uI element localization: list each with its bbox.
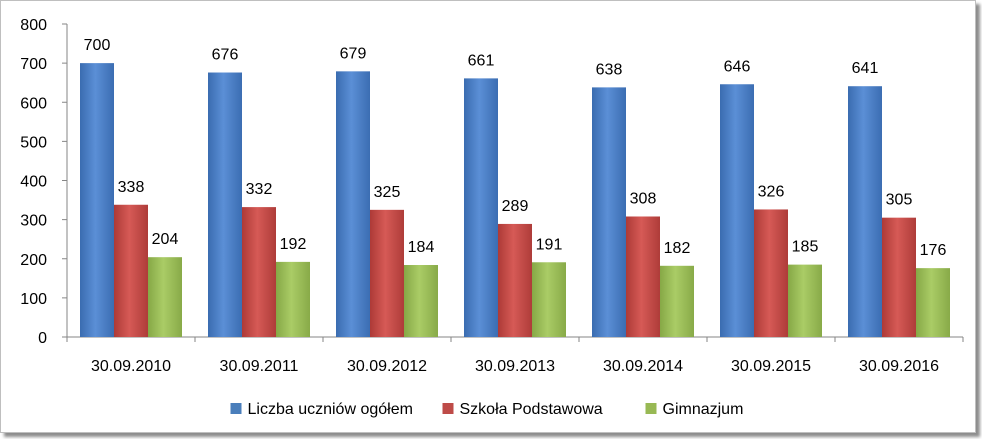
bar-value-label: 700 (84, 37, 111, 54)
y-tick-label: 800 (20, 17, 47, 34)
x-category-label: 30.09.2015 (731, 358, 811, 375)
bar-value-label: 289 (502, 198, 529, 215)
bar-value-label: 308 (630, 190, 657, 207)
bar-value-label: 191 (536, 236, 563, 253)
legend: Liczba uczniów ogółem Szkoła Podstawowa Gi… (230, 401, 744, 418)
bar-1 (592, 87, 626, 337)
bar-1 (208, 72, 242, 337)
bar-2 (498, 223, 532, 337)
x-category-label: 30.09.2016 (859, 358, 939, 375)
bar-value-label: 676 (212, 47, 239, 64)
y-tick-label: 100 (20, 291, 47, 308)
x-category-label: 30.09.2012 (347, 358, 427, 375)
x-category-label: 30.09.2011 (220, 358, 299, 375)
legend-swatch (645, 403, 657, 414)
y-tick-label: 200 (20, 252, 47, 269)
bar-3 (532, 262, 566, 337)
bar-1 (80, 63, 114, 337)
y-tick-label: 500 (20, 134, 47, 151)
legend-item: Szkoła Podstawowa (442, 401, 603, 418)
bar-value-label: 192 (280, 236, 307, 253)
bar-value-label: 184 (408, 239, 435, 256)
y-tick-label: 600 (20, 95, 47, 112)
bar-value-label: 641 (852, 60, 879, 77)
bar-value-label: 679 (340, 45, 367, 62)
bar-2 (114, 204, 148, 337)
y-tick-label: 700 (20, 56, 47, 73)
legend-label: Gimnazjum (663, 401, 744, 418)
bar-value-label: 326 (758, 183, 785, 200)
legend-item: Gimnazjum (645, 401, 744, 418)
y-tick-label: 300 (20, 213, 47, 230)
bar-1 (336, 71, 370, 337)
bar-3 (276, 261, 310, 337)
bar-3 (788, 264, 822, 337)
bars (80, 63, 950, 338)
bar-2 (882, 217, 916, 337)
bar-1 (720, 84, 754, 337)
axes: 0 100 200 300 400 500 600 700 800 30.09.2010 30.09… (20, 17, 964, 375)
legend-swatch (442, 403, 454, 414)
bar-value-label: 204 (152, 231, 179, 248)
x-category-label: 30.09.2010 (91, 358, 171, 375)
bar-2 (754, 209, 788, 337)
bar-value-label: 182 (664, 240, 691, 257)
bar-value-label: 176 (920, 242, 947, 259)
bar-value-label: 338 (118, 179, 145, 196)
bar-value-label: 325 (374, 184, 401, 201)
bar-3 (404, 265, 438, 337)
bar-value-label: 185 (792, 239, 819, 256)
legend-label: Szkoła Podstawowa (460, 401, 603, 418)
x-category-label: 30.09.2014 (603, 358, 683, 375)
bar-value-label: 638 (596, 61, 623, 78)
bar-chart: 0 100 200 300 400 500 600 700 800 30.09.2010 30.09… (20, 17, 964, 418)
bar-2 (626, 216, 660, 337)
y-tick-label: 400 (20, 174, 47, 191)
bar-1 (848, 86, 882, 338)
legend-swatch (230, 403, 242, 414)
bar-2 (242, 207, 276, 337)
data-labels: 700 338 204 676 332 192 679 325 184 661 289 191 638 3… (84, 37, 947, 259)
bar-3 (660, 265, 694, 337)
legend-label: Liczba uczniów ogółem (248, 401, 413, 418)
bar-3 (148, 257, 182, 337)
bar-2 (370, 209, 404, 337)
bar-3 (916, 268, 950, 337)
bar-value-label: 305 (886, 192, 913, 209)
bar-value-label: 332 (246, 181, 273, 198)
y-tick-label: 0 (38, 330, 47, 347)
bar-1 (464, 78, 498, 337)
bar-value-label: 646 (724, 58, 751, 75)
bar-value-label: 661 (468, 52, 495, 69)
legend-item: Liczba uczniów ogółem (230, 401, 413, 418)
x-category-label: 30.09.2013 (475, 358, 555, 375)
